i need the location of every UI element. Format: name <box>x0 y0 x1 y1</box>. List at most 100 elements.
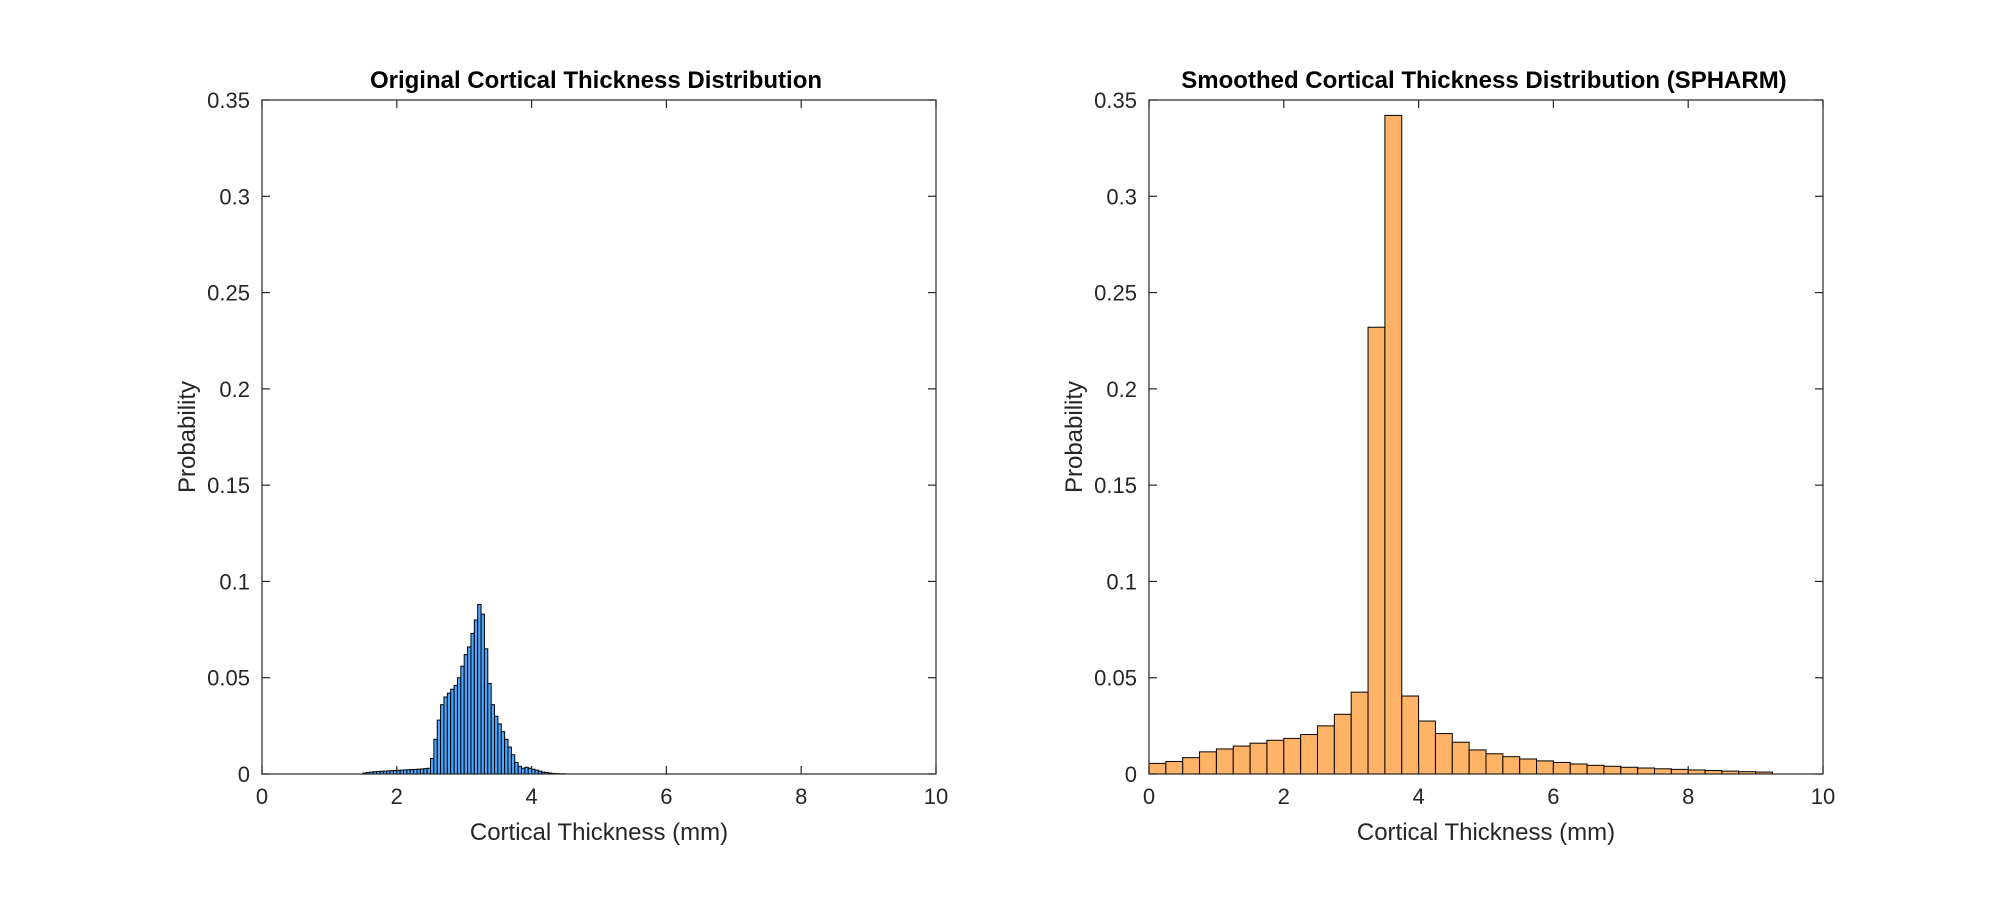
histogram-bar <box>483 648 489 775</box>
y-tick-label: 0.3 <box>1106 184 1137 209</box>
histogram-bar <box>1283 737 1302 775</box>
y-tick-label: 0 <box>1125 762 1137 787</box>
histogram-bar <box>467 646 472 775</box>
histogram-bar <box>1603 765 1622 775</box>
chart-title: Original Cortical Thickness Distribution <box>370 67 822 94</box>
histogram-bar <box>1384 114 1403 775</box>
histogram-bar <box>433 738 438 775</box>
histogram-panel-original: Original Cortical Thickness Distribution… <box>174 67 948 846</box>
plot-frame <box>261 99 937 775</box>
histogram-bar <box>1165 760 1184 775</box>
bar-group <box>362 604 566 775</box>
histogram-bar <box>456 677 462 775</box>
histogram-panel-smoothed: Smoothed Cortical Thickness Distribution… <box>1061 67 1835 846</box>
histogram-bar <box>403 769 408 775</box>
histogram-bar <box>510 754 516 775</box>
histogram-bar <box>1148 762 1167 775</box>
histogram-bar <box>453 684 458 775</box>
histogram-bar <box>1232 745 1251 775</box>
y-tick-label: 0.2 <box>1106 377 1137 402</box>
histogram-bar <box>440 704 445 775</box>
histogram-bar <box>409 769 415 775</box>
x-tick-label: 10 <box>1811 784 1835 809</box>
histogram-bar <box>490 704 496 775</box>
y-tick-label: 0.05 <box>207 666 250 691</box>
histogram-bar <box>504 738 509 775</box>
histogram-bar <box>419 768 425 775</box>
histogram-bar <box>1620 766 1639 775</box>
y-tick-label: 0.1 <box>219 569 250 594</box>
histogram-bar <box>1266 739 1285 775</box>
histogram-bar <box>426 767 432 775</box>
histogram-bar <box>1300 734 1319 775</box>
y-tick-label: 0.25 <box>207 281 250 306</box>
y-tick-label: 0.1 <box>1106 569 1137 594</box>
histogram-bar <box>1687 769 1706 775</box>
histogram-bar <box>1586 764 1605 775</box>
histogram-bar <box>1317 725 1335 775</box>
histogram-bar <box>524 766 529 775</box>
histogram-bar <box>500 731 506 775</box>
histogram-bar <box>406 769 411 775</box>
y-axis-label: Probability <box>1061 381 1088 493</box>
x-tick-label: 4 <box>525 784 537 809</box>
histogram-bar <box>1333 713 1352 775</box>
histogram-bar <box>446 692 452 775</box>
histogram-bar <box>1199 751 1217 775</box>
histogram-bar <box>1552 761 1571 775</box>
y-tick-label: 0 <box>238 762 250 787</box>
x-tick-label: 6 <box>1547 784 1559 809</box>
histogram-bar <box>497 723 502 775</box>
y-tick-label: 0.15 <box>207 473 250 498</box>
histogram-bar <box>1519 758 1538 775</box>
histogram-bar <box>517 765 522 775</box>
histogram-bar <box>1215 748 1234 775</box>
x-tick-label: 8 <box>1682 784 1694 809</box>
histogram-bar <box>520 767 526 775</box>
x-axis-label: Cortical Thickness (mm) <box>470 819 728 846</box>
histogram-bar <box>1367 326 1386 775</box>
histogram-bar <box>1485 753 1504 775</box>
histogram-bar <box>477 604 482 775</box>
histogram-bar <box>1569 763 1588 775</box>
tick-group: 0 2 4 6 8 10 0 0.05 0.1 0.15 0.2 0.25 0.3 0.35 <box>207 88 948 809</box>
histogram-bar <box>413 768 418 775</box>
chart-title: Smoothed Cortical Thickness Distribution… <box>1181 67 1786 94</box>
histogram-bar <box>514 761 519 775</box>
histogram-bar <box>470 632 475 775</box>
histogram-bar <box>430 758 435 775</box>
histogram-bar <box>1654 768 1672 775</box>
histogram-bar <box>1249 742 1268 775</box>
plot-frame <box>1148 99 1824 775</box>
histogram-bar <box>1401 695 1420 775</box>
tick-group: 0 2 4 6 8 10 0 0.05 0.1 0.15 0.2 0.25 0.3 0.35 <box>1094 88 1835 809</box>
histogram-bar <box>443 696 448 775</box>
histogram-bar <box>1670 768 1689 775</box>
histogram-bar <box>1468 749 1487 775</box>
histogram-bar <box>1182 757 1201 775</box>
histogram-bar <box>436 719 442 775</box>
x-axis-label: Cortical Thickness (mm) <box>1357 819 1615 846</box>
histogram-bar <box>1350 691 1369 775</box>
y-tick-label: 0.15 <box>1094 473 1137 498</box>
x-tick-label: 8 <box>795 784 807 809</box>
x-tick-label: 0 <box>256 784 268 809</box>
histogram-bar <box>1434 733 1453 775</box>
y-tick-label: 0.25 <box>1094 281 1137 306</box>
histogram-bar <box>423 768 428 775</box>
y-axis-label: Probability <box>174 381 201 493</box>
histogram-bar <box>460 665 465 775</box>
histogram-bar <box>1451 741 1470 775</box>
y-tick-label: 0.05 <box>1094 666 1137 691</box>
histogram-bar <box>487 682 492 775</box>
histogram-bar <box>463 654 469 775</box>
histogram-bar <box>1418 720 1436 775</box>
x-tick-label: 10 <box>924 784 948 809</box>
x-tick-label: 0 <box>1143 784 1155 809</box>
histogram-bar <box>507 746 512 775</box>
bar-group <box>1148 114 1773 775</box>
histogram-bar <box>450 688 455 775</box>
histogram-bar <box>1637 767 1656 775</box>
histogram-bar <box>494 715 499 775</box>
